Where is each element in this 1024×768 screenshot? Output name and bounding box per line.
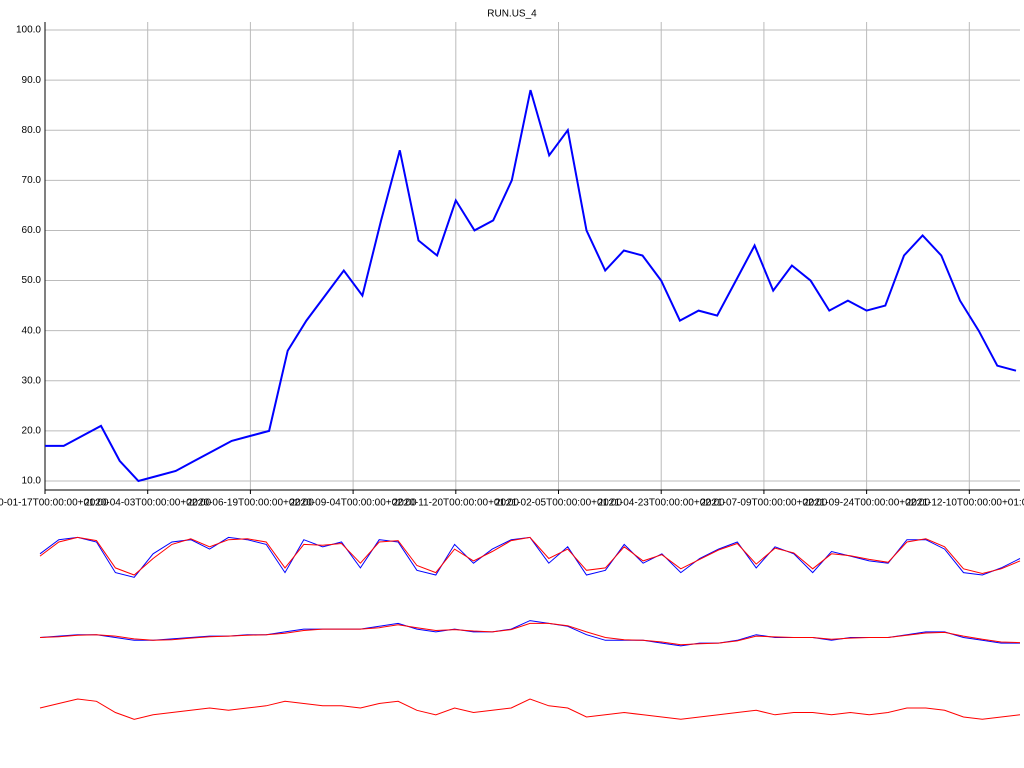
- y-tick-label: 40.0: [22, 325, 42, 336]
- x-tick-label: 2020-01-17T00:00:00+01:00: [0, 498, 109, 509]
- y-tick-label: 30.0: [22, 375, 42, 386]
- series-line: [39, 536, 1021, 578]
- x-tick-label: 2021-04-23T00:00:00+02:00: [598, 498, 725, 509]
- x-tick-label: 2020-09-04T00:00:00+02:00: [290, 498, 417, 509]
- x-tick-label: 2020-11-20T00:00:00+01:00: [393, 498, 520, 509]
- series-line: [45, 89, 1017, 483]
- y-tick-label: 70.0: [22, 175, 42, 186]
- x-tick-label: 2021-12-10T00:00:00+01:00: [906, 498, 1024, 509]
- y-tick-label: 50.0: [22, 275, 42, 286]
- series-line: [39, 536, 1021, 576]
- series-line: [39, 620, 1020, 647]
- x-tick-label: 2020-04-03T00:00:00+02:00: [84, 498, 211, 509]
- y-tick-label: 100.0: [16, 25, 41, 36]
- y-tick-label: 60.0: [22, 225, 42, 236]
- x-tick-label: 2021-07-09T00:00:00+02:00: [700, 498, 827, 509]
- series-line: [39, 622, 1021, 646]
- y-tick-label: 20.0: [22, 426, 42, 437]
- y-tick-label: 90.0: [22, 75, 42, 86]
- x-tick-label: 2021-09-24T00:00:00+02:00: [803, 498, 930, 509]
- y-tick-label: 80.0: [22, 125, 42, 136]
- x-tick-label: 2021-02-05T00:00:00+01:00: [495, 498, 622, 509]
- chart-title: RUN.US_4: [487, 9, 537, 20]
- y-tick-label: 10.0: [22, 476, 42, 487]
- series-line: [39, 698, 1021, 720]
- x-tick-label: 2020-06-19T00:00:00+02:00: [187, 498, 314, 509]
